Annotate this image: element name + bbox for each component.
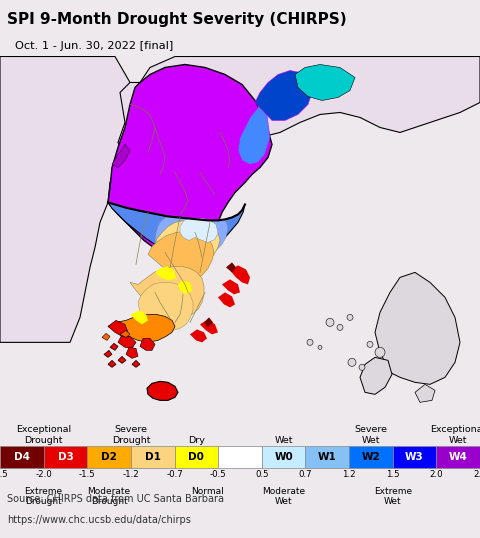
Polygon shape [415, 384, 435, 402]
Circle shape [337, 324, 343, 330]
Polygon shape [222, 279, 240, 294]
Polygon shape [110, 343, 118, 350]
Bar [218, 446, 262, 468]
Polygon shape [178, 280, 192, 294]
Bar [393, 446, 436, 468]
Polygon shape [126, 348, 138, 358]
Text: 2.5: 2.5 [473, 470, 480, 479]
Text: W3: W3 [405, 452, 424, 462]
Polygon shape [238, 101, 270, 165]
Circle shape [348, 358, 356, 366]
Circle shape [318, 345, 322, 349]
Polygon shape [147, 381, 178, 400]
Text: Exceptional
Wet: Exceptional Wet [431, 425, 480, 444]
Polygon shape [218, 292, 235, 307]
Polygon shape [108, 320, 128, 336]
Polygon shape [102, 334, 110, 341]
Polygon shape [118, 356, 126, 363]
Polygon shape [226, 263, 236, 272]
Circle shape [367, 342, 373, 348]
Polygon shape [138, 282, 193, 330]
Text: W1: W1 [318, 452, 336, 462]
Text: W4: W4 [449, 452, 468, 462]
Text: -2.5: -2.5 [0, 470, 8, 479]
Polygon shape [204, 317, 213, 327]
Bar [349, 446, 393, 468]
Text: D1: D1 [145, 452, 161, 462]
Text: D4: D4 [14, 452, 30, 462]
Text: -0.5: -0.5 [210, 470, 227, 479]
Circle shape [326, 318, 334, 327]
Polygon shape [108, 202, 245, 257]
Text: -2.0: -2.0 [35, 470, 52, 479]
Text: 0.7: 0.7 [299, 470, 312, 479]
Polygon shape [230, 265, 250, 285]
Polygon shape [148, 231, 214, 278]
Text: https://www.chc.ucsb.edu/data/chirps: https://www.chc.ucsb.edu/data/chirps [7, 515, 191, 526]
Text: Oct. 1 - Jun. 30, 2022 [final]: Oct. 1 - Jun. 30, 2022 [final] [15, 41, 174, 51]
Text: Extreme
Drought: Extreme Drought [24, 487, 63, 506]
Text: Wet: Wet [275, 436, 293, 444]
Circle shape [347, 314, 353, 320]
Polygon shape [190, 329, 207, 342]
Polygon shape [200, 320, 218, 335]
Bar [262, 446, 305, 468]
Polygon shape [140, 338, 155, 350]
Bar [87, 446, 131, 468]
Text: 1.5: 1.5 [386, 470, 399, 479]
Bar [44, 446, 87, 468]
Bar [436, 446, 480, 468]
Text: -1.5: -1.5 [79, 470, 96, 479]
Bar [131, 446, 175, 468]
Polygon shape [108, 360, 116, 367]
Text: Source: CHIRPS data from UC Santa Barbara: Source: CHIRPS data from UC Santa Barbar… [7, 494, 224, 504]
Bar [175, 446, 218, 468]
Text: Moderate
Wet: Moderate Wet [262, 487, 305, 506]
Polygon shape [130, 310, 148, 324]
Polygon shape [108, 314, 175, 342]
Text: -0.7: -0.7 [166, 470, 183, 479]
Text: -1.2: -1.2 [122, 470, 139, 479]
Polygon shape [360, 357, 392, 394]
Polygon shape [104, 350, 112, 357]
Polygon shape [130, 266, 204, 320]
Text: W0: W0 [274, 452, 293, 462]
Polygon shape [118, 56, 480, 178]
Polygon shape [132, 360, 140, 367]
Bar [305, 446, 349, 468]
Text: SPI 9-Month Drought Severity (CHIRPS): SPI 9-Month Drought Severity (CHIRPS) [7, 12, 347, 27]
Text: Extreme
Wet: Extreme Wet [373, 487, 412, 506]
Polygon shape [120, 330, 130, 337]
Text: Normal: Normal [191, 487, 224, 495]
Polygon shape [155, 220, 220, 267]
Text: Dry: Dry [188, 436, 205, 444]
Text: Severe
Wet: Severe Wet [354, 425, 387, 444]
Polygon shape [118, 336, 136, 349]
Polygon shape [375, 272, 460, 384]
Text: 2.0: 2.0 [430, 470, 443, 479]
Text: D2: D2 [101, 452, 117, 462]
Polygon shape [255, 70, 312, 121]
Polygon shape [180, 218, 218, 243]
Circle shape [359, 364, 365, 370]
Bar [0, 446, 44, 468]
Text: D3: D3 [58, 452, 73, 462]
Text: Severe
Drought: Severe Drought [112, 425, 150, 444]
Circle shape [375, 348, 385, 357]
Text: D0: D0 [189, 452, 204, 462]
Text: W2: W2 [361, 452, 380, 462]
Polygon shape [0, 56, 140, 342]
Polygon shape [155, 216, 228, 260]
Polygon shape [108, 65, 272, 259]
Polygon shape [112, 144, 130, 167]
Text: Exceptional
Drought: Exceptional Drought [16, 425, 71, 444]
Polygon shape [155, 266, 176, 280]
Circle shape [307, 339, 313, 345]
Polygon shape [295, 65, 355, 101]
Text: Moderate
Drought: Moderate Drought [87, 487, 131, 506]
Text: 0.5: 0.5 [255, 470, 269, 479]
Text: 1.2: 1.2 [342, 470, 356, 479]
